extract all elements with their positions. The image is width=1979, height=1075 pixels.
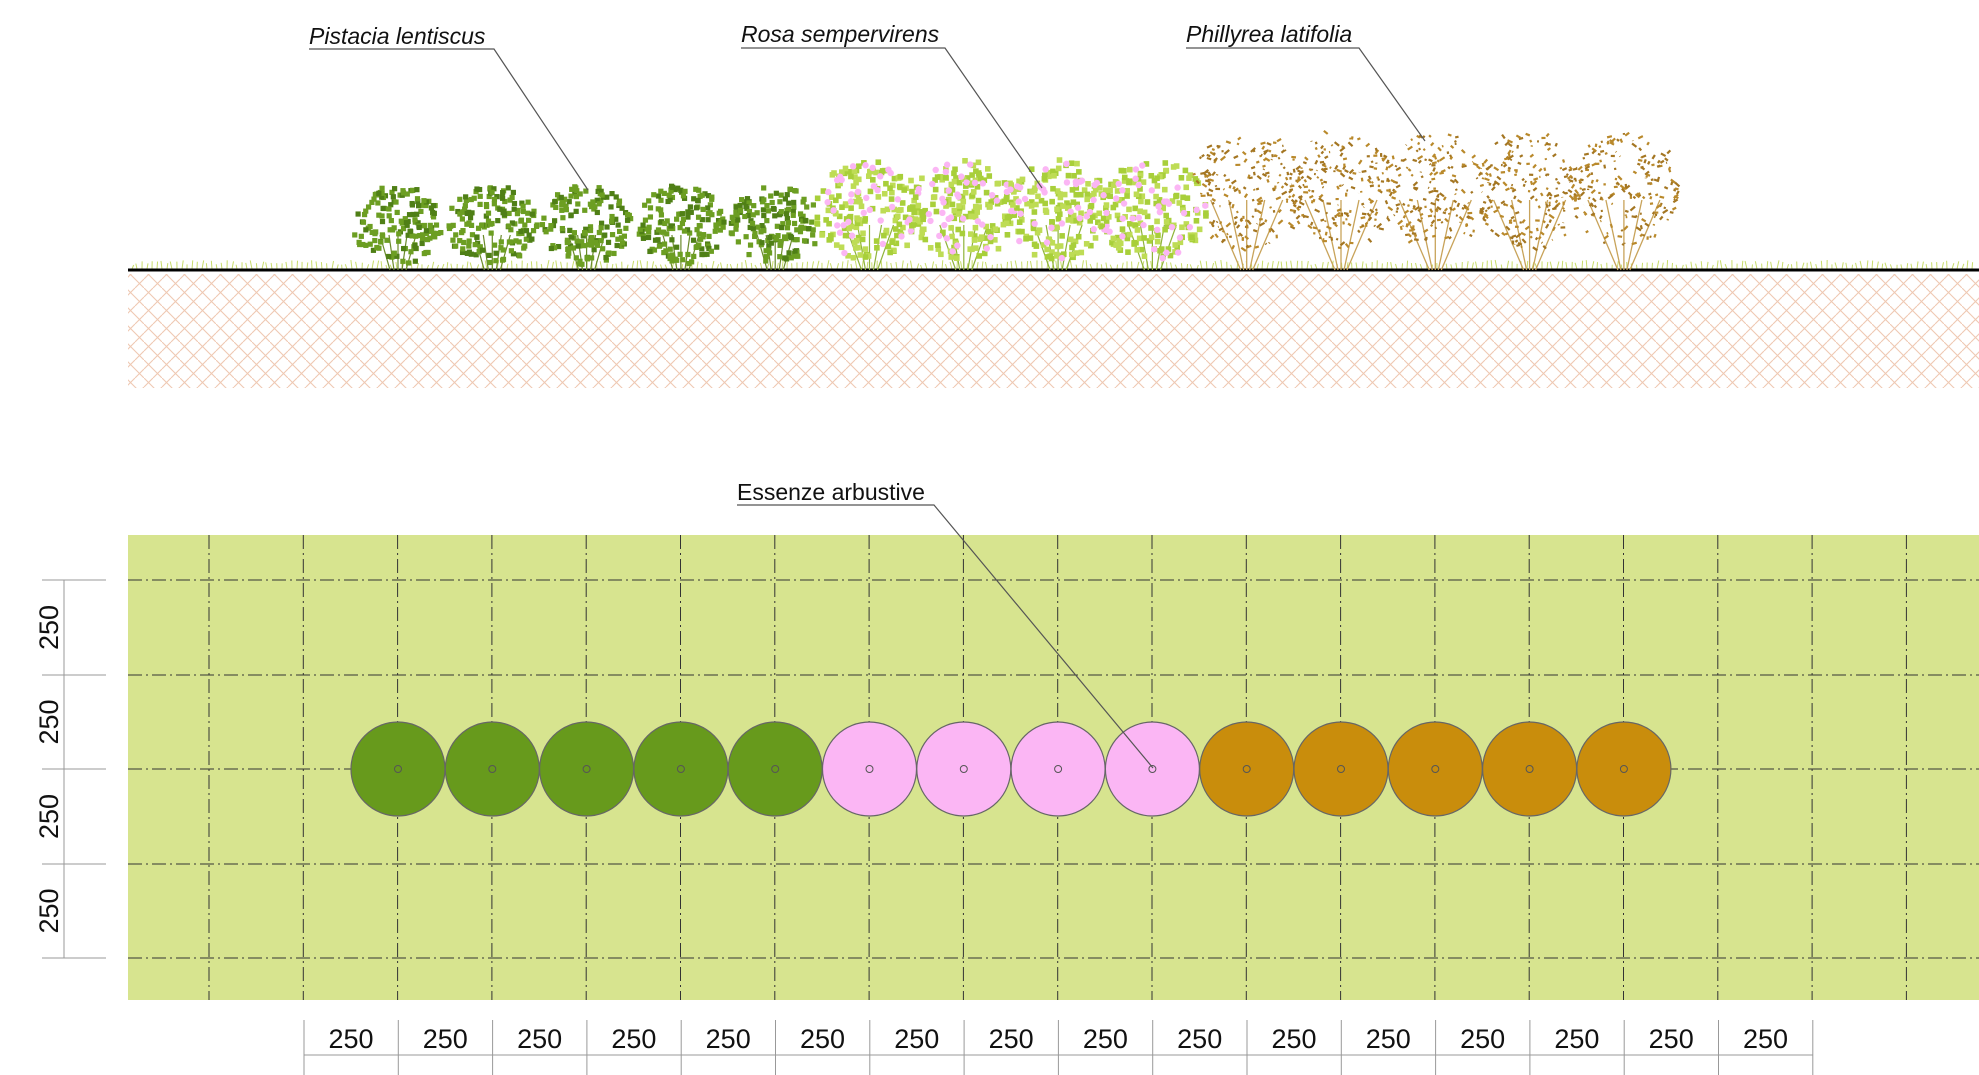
plan-plant-pistacia — [633, 721, 729, 817]
dimension-horizontal-6: 250 — [800, 1024, 845, 1054]
elevation-plant-pistacia — [352, 185, 444, 271]
label-pistacia-lentiscus: Pistacia lentiscus — [309, 23, 589, 191]
dimension-horizontal-15: 250 — [1649, 1024, 1694, 1054]
elevation-plant-phillyrea — [1283, 129, 1394, 271]
dimension-horizontal-10: 250 — [1177, 1024, 1222, 1054]
dimension-vertical-2: 250 — [34, 699, 64, 744]
elevation-plants — [352, 129, 1681, 271]
plan-plant-phillyrea — [1481, 721, 1578, 817]
label-rosa-sempervirens: Rosa sempervirens — [741, 21, 1043, 189]
dimension-horizontal-14: 250 — [1554, 1024, 1599, 1054]
elevation-plant-rosa — [814, 159, 926, 271]
plan-plant-phillyrea — [1199, 721, 1295, 817]
plan-plant-phillyrea — [1293, 721, 1389, 817]
horizontal-dimensions: 250 250 250 250 250 250 250 250 250 250 250 250 250 2… — [303, 1020, 1814, 1075]
dimension-horizontal-9: 250 — [1083, 1024, 1128, 1054]
leader-essenze — [737, 504, 1154, 769]
leader-pistacia — [309, 48, 589, 191]
vertical-dimensions: 250 250 250 250 — [34, 579, 106, 959]
label-essenze-arbustive: Essenze arbustive — [737, 479, 1154, 769]
elevation-plant-pistacia — [539, 184, 634, 271]
dimension-horizontal-11: 250 — [1271, 1024, 1316, 1054]
elevation-plant-pistacia — [728, 185, 818, 271]
plan-plant-pistacia — [350, 721, 446, 817]
elevation-plant-phillyrea — [1380, 133, 1490, 271]
plan-plant-rosa — [821, 721, 918, 817]
elevation-plant-phillyrea — [1192, 136, 1305, 271]
dimension-horizontal-5: 250 — [706, 1024, 751, 1054]
elevation-plant-rosa — [907, 157, 1019, 271]
dimension-horizontal-12: 250 — [1366, 1024, 1411, 1054]
plan-plant-rosa — [916, 721, 1012, 817]
elevation-plant-rosa — [1097, 160, 1209, 271]
leader-rosa — [741, 47, 1043, 189]
label-phillyrea-latifolia: Phillyrea latifolia — [1186, 21, 1426, 142]
leader-phillyrea — [1186, 47, 1426, 142]
elevation-plant-phillyrea — [1478, 132, 1584, 271]
plan-plant-phillyrea — [1387, 721, 1483, 817]
dimension-horizontal-3: 250 — [517, 1024, 562, 1054]
plan-plant-pistacia — [538, 721, 635, 817]
dimension-horizontal-4: 250 — [611, 1024, 656, 1054]
dimension-vertical-1: 250 — [34, 605, 64, 650]
dimension-horizontal-2: 250 — [423, 1024, 468, 1054]
plan-plant-rosa — [1010, 721, 1106, 817]
elevation-plant-pistacia — [446, 185, 540, 271]
dimension-horizontal-1: 250 — [328, 1024, 373, 1054]
plan-view — [128, 535, 1979, 1000]
plan-plant-pistacia — [727, 721, 823, 817]
plan-plant-pistacia — [444, 721, 540, 817]
label-essenze-text: Essenze arbustive — [737, 479, 925, 505]
soil-band — [128, 274, 1979, 388]
dimension-horizontal-16: 250 — [1743, 1024, 1788, 1054]
elevation-plant-rosa — [1001, 157, 1110, 271]
label-phillyrea-text: Phillyrea latifolia — [1186, 21, 1352, 47]
dimension-horizontal-7: 250 — [894, 1024, 939, 1054]
elevation-plant-phillyrea — [1567, 131, 1681, 271]
elevation-section — [128, 129, 1979, 388]
dimension-vertical-4: 250 — [34, 888, 64, 933]
dimension-horizontal-8: 250 — [989, 1024, 1034, 1054]
plan-plants — [350, 721, 1672, 817]
label-rosa-text: Rosa sempervirens — [741, 21, 940, 47]
plan-plant-phillyrea — [1576, 721, 1672, 817]
dimension-horizontal-13: 250 — [1460, 1024, 1505, 1054]
dimension-vertical-3: 250 — [34, 794, 64, 839]
label-pistacia-text: Pistacia lentiscus — [309, 23, 486, 49]
plan-plant-rosa — [1104, 721, 1201, 817]
elevation-plant-pistacia — [636, 183, 727, 271]
plan-grid — [128, 535, 1979, 1000]
grass-strip — [131, 259, 1974, 270]
